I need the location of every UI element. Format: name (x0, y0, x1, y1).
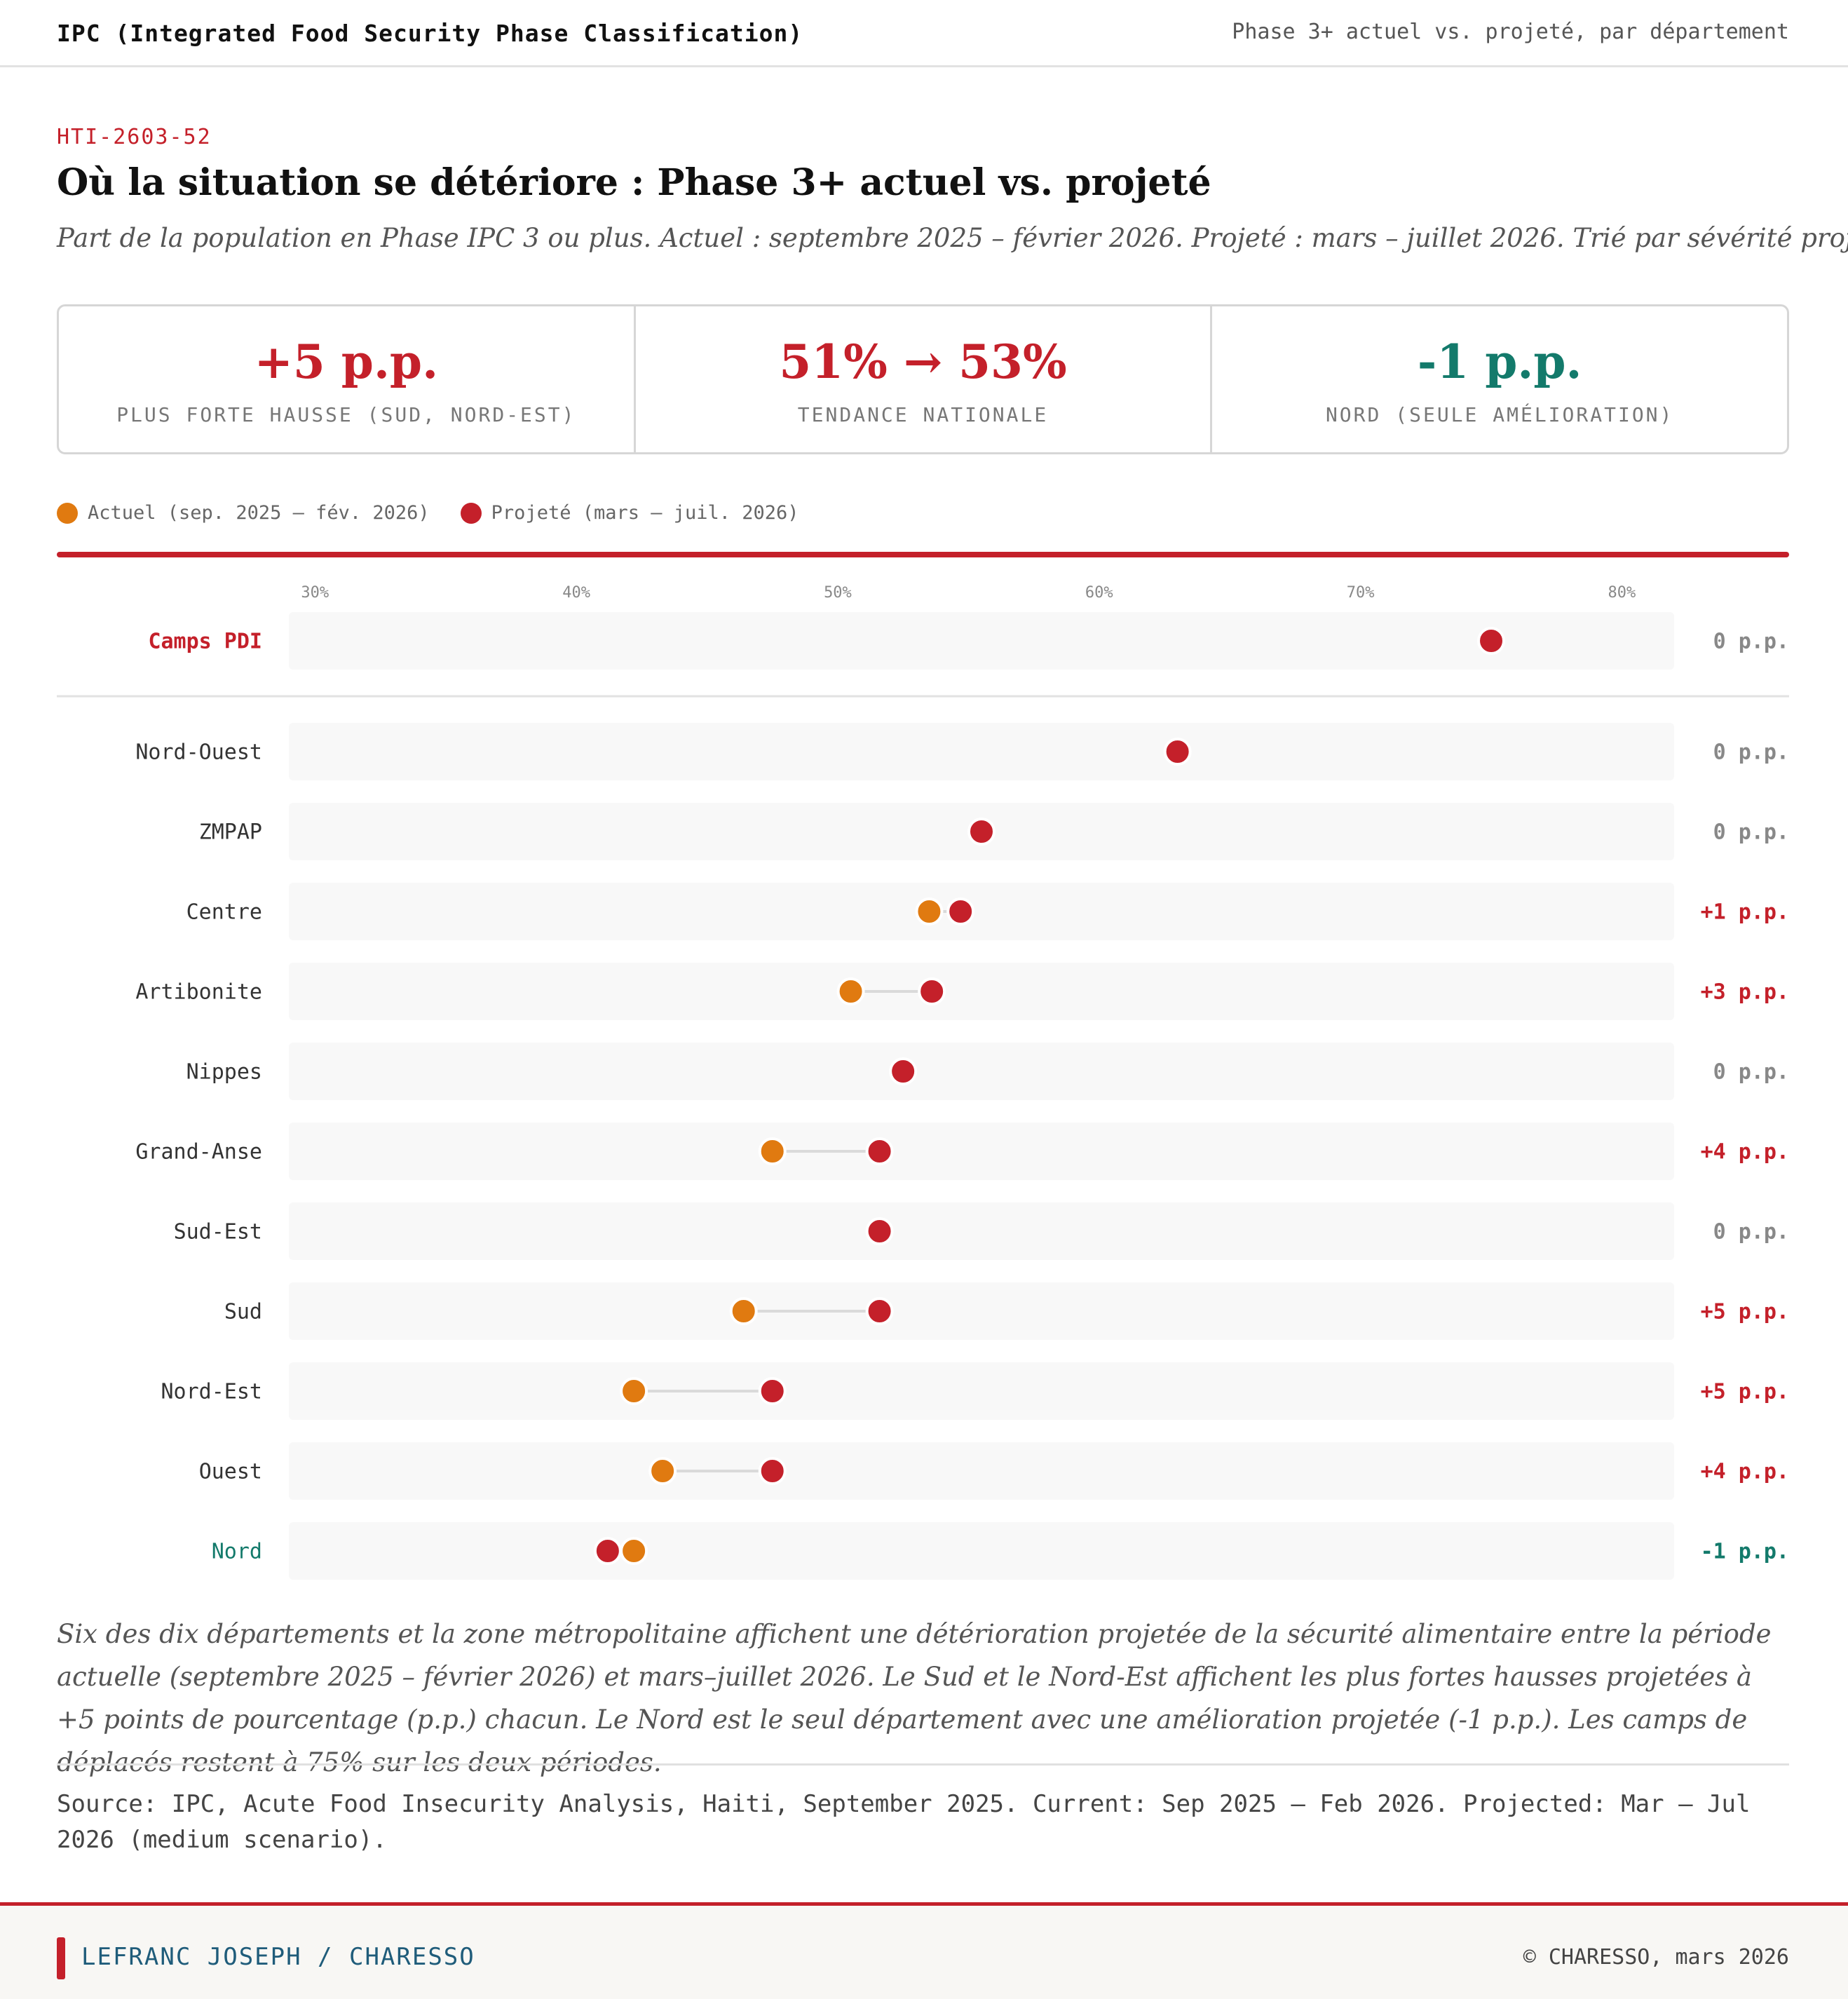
dumbbell-chart: 30% 40% 50% 60% 70% 80% Camps PDI 0 p.p. Nord-Ou… (57, 584, 1789, 1580)
legend-current-label: Actuel (sep. 2025 – fév. 2026) (88, 502, 430, 524)
legend-projected: Projeté (mars – juil. 2026) (460, 502, 799, 524)
kpi-value: -1 p.p. (1417, 334, 1582, 389)
row-track (289, 1043, 1674, 1100)
x-tick-label: 60% (1085, 584, 1113, 602)
row-label: Nippes (186, 1060, 262, 1085)
footer: LEFRANC JOSEPH / CHARESSO © CHARESSO, ma… (0, 1902, 1848, 1999)
row-track (289, 1442, 1674, 1500)
footer-author: LEFRANC JOSEPH / CHARESSO (81, 1943, 475, 1971)
row-track (289, 1282, 1674, 1340)
row-track (289, 1202, 1674, 1260)
chart-legend: Actuel (sep. 2025 – fév. 2026) Projeté (… (57, 502, 830, 524)
row-label: Centre (186, 900, 262, 925)
row-label: Artibonite (135, 980, 262, 1005)
row-label: Camps PDI (148, 630, 262, 654)
kpi-label: PLUS FORTE HAUSSE (SUD, NORD-EST) (116, 403, 576, 426)
row-delta: 0 p.p. (1713, 820, 1789, 845)
dot-current (915, 897, 944, 926)
dot-projected (967, 818, 996, 846)
article-code: HTI-2603-52 (57, 125, 212, 149)
dot-current (758, 1137, 787, 1165)
dot-projected (889, 1057, 918, 1085)
row-delta: 0 p.p. (1713, 1220, 1789, 1245)
dot-projected (918, 977, 946, 1005)
row-delta: 0 p.p. (1713, 1060, 1789, 1085)
row-track (289, 1362, 1674, 1420)
row-label: Sud (224, 1300, 262, 1324)
dot-projected (758, 1457, 787, 1485)
kpi-card-max-rise: +5 p.p. PLUS FORTE HAUSSE (SUD, NORD-EST… (59, 306, 634, 452)
dot-current (620, 1377, 648, 1405)
legend-projected-swatch (460, 502, 482, 524)
row-label: Nord (212, 1540, 262, 1564)
footer-copyright: © CHARESSO, mars 2026 (1523, 1945, 1789, 1970)
divider (57, 1763, 1789, 1766)
kpi-panel: +5 p.p. PLUS FORTE HAUSSE (SUD, NORD-EST… (57, 304, 1789, 454)
kpi-card-nord: -1 p.p. NORD (SEULE AMÉLIORATION) (1210, 306, 1787, 452)
footer-accent (57, 1937, 65, 1979)
row-label: Ouest (199, 1460, 262, 1484)
x-tick-label: 70% (1347, 584, 1375, 602)
x-tick-label: 80% (1608, 584, 1636, 602)
row-delta: 0 p.p. (1713, 740, 1789, 765)
source-note: Source: IPC, Acute Food Insecurity Analy… (57, 1790, 1751, 1854)
dot-projected (946, 897, 975, 926)
x-tick-label: 50% (824, 584, 852, 602)
brand-title: IPC (Integrated Food Security Phase Clas… (57, 20, 803, 47)
row-track (289, 612, 1674, 670)
dot-projected (1477, 627, 1506, 655)
kpi-value: 51% → 53% (779, 334, 1067, 389)
top-bar: IPC (Integrated Food Security Phase Clas… (0, 0, 1848, 67)
kpi-card-national-trend: 51% → 53% TENDANCE NATIONALE (633, 306, 1211, 452)
x-tick-label: 30% (301, 584, 329, 602)
legend-projected-label: Projeté (mars – juil. 2026) (491, 502, 799, 524)
dot-current (729, 1297, 758, 1325)
x-tick-label: 40% (562, 584, 590, 602)
kpi-label: NORD (SEULE AMÉLIORATION) (1325, 403, 1674, 426)
header-subtitle: Phase 3+ actuel vs. projeté, par départe… (1232, 20, 1789, 44)
row-delta: -1 p.p. (1701, 1540, 1789, 1564)
row-delta: +4 p.p. (1701, 1460, 1789, 1484)
row-delta: +5 p.p. (1701, 1380, 1789, 1404)
kpi-label: TENDANCE NATIONALE (797, 403, 1049, 426)
row-track (289, 963, 1674, 1020)
row-label: Grand-Anse (135, 1140, 262, 1165)
row-track (289, 1123, 1674, 1180)
row-track (289, 1522, 1674, 1580)
dot-projected (865, 1137, 894, 1165)
dot-current (836, 977, 865, 1005)
dot-projected (865, 1217, 894, 1245)
dot-projected (1163, 738, 1192, 766)
row-track (289, 883, 1674, 940)
dot-projected (865, 1297, 894, 1325)
chart-top-rule (57, 552, 1789, 557)
row-label: Nord-Ouest (135, 740, 262, 765)
row-label: Sud-Est (174, 1220, 262, 1245)
kpi-value: +5 p.p. (254, 334, 439, 389)
dot-projected (758, 1377, 787, 1405)
row-track (289, 723, 1674, 780)
row-delta: 0 p.p. (1713, 630, 1789, 654)
row-delta: +5 p.p. (1701, 1300, 1789, 1324)
dot-projected (593, 1537, 622, 1565)
legend-current: Actuel (sep. 2025 – fév. 2026) (57, 502, 430, 524)
row-delta: +1 p.p. (1701, 900, 1789, 925)
row-label: Nord-Est (161, 1380, 263, 1404)
row-label: ZMPAP (199, 820, 262, 845)
row-delta: +3 p.p. (1701, 980, 1789, 1005)
legend-current-swatch (57, 502, 78, 524)
row-delta: +4 p.p. (1701, 1140, 1789, 1165)
page-subtitle: Part de la population en Phase IPC 3 ou … (57, 223, 1848, 253)
dot-current (648, 1457, 677, 1485)
page-title: Où la situation se détériore : Phase 3+ … (57, 161, 1211, 204)
chart-narrative: Six des dix départements et la zone métr… (57, 1619, 1772, 1777)
dot-current (620, 1537, 648, 1565)
